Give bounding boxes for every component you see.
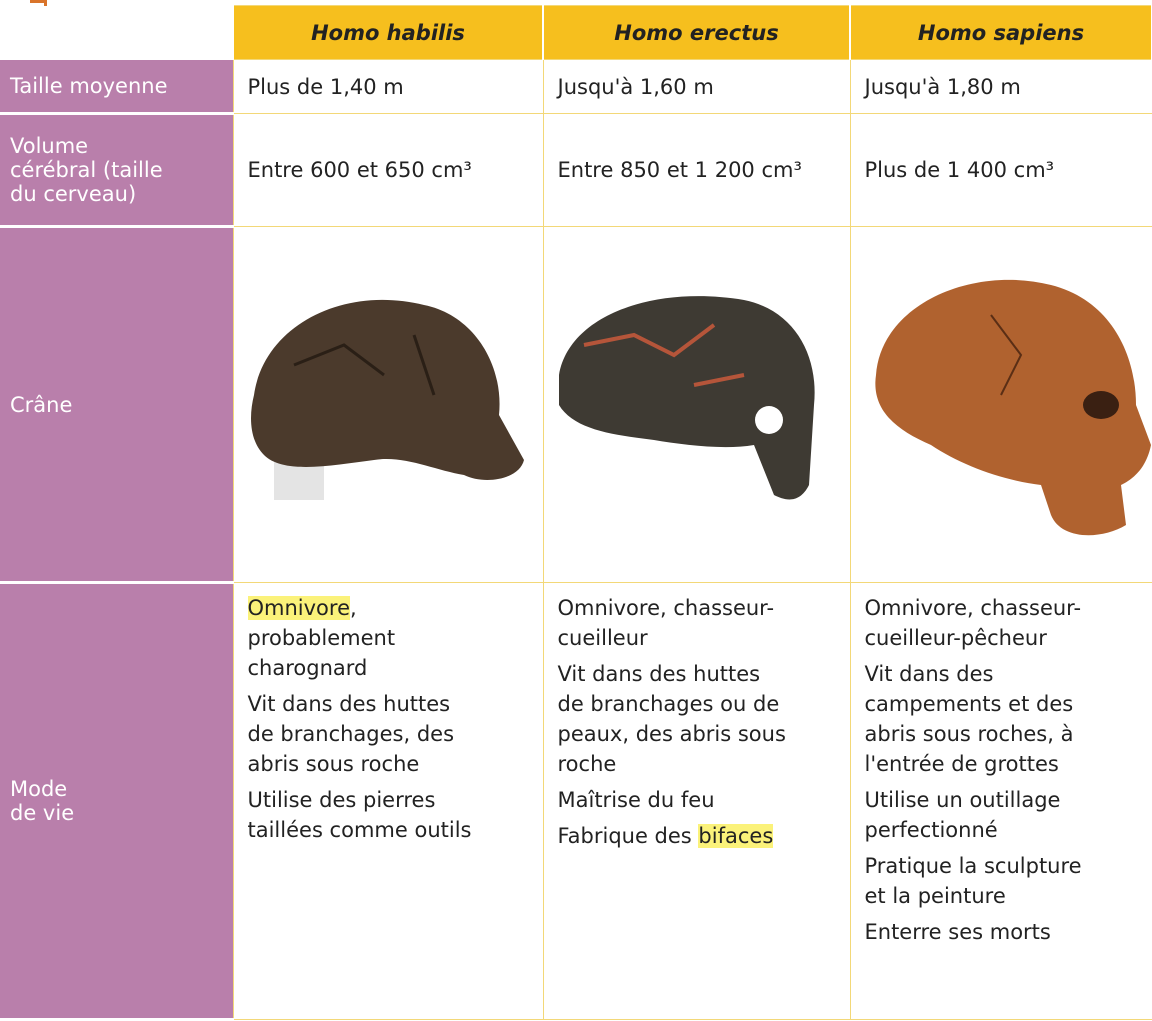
eye-socket: [1082, 391, 1119, 419]
paragraph: Fabrique des bifaces: [558, 821, 850, 851]
paragraph: Omnivore, chasseur- cueilleur: [558, 593, 850, 653]
paragraph: Utilise des pierres taillées comme outil…: [248, 785, 543, 845]
text: Utilise des pierres taillées comme outil…: [247, 788, 472, 842]
corner: [0, 5, 233, 60]
header-row: Homo habilis Homo erectus Homo sapiens: [0, 5, 1152, 60]
cell: Plus de 1,40 m: [232, 59, 544, 114]
text: Omnivore, chasseur- cueilleur: [557, 596, 775, 650]
text: , probablement charognard: [247, 596, 396, 680]
image-cell: [849, 226, 1152, 583]
row: Crâne: [0, 226, 1152, 584]
paragraph: Vit dans des campements et des abris sou…: [865, 659, 1152, 779]
text: Pratique la sculpture et la peinture: [864, 854, 1082, 908]
cell: Plus de 1 400 cm³: [849, 113, 1152, 227]
cell: Omnivore, chasseur- cueilleur-pêcheur Vit…: [849, 582, 1152, 1020]
eye-socket: [754, 406, 783, 434]
row-label: Crâne: [0, 226, 233, 584]
text: Vit dans des huttes de branchages ou de …: [557, 662, 786, 776]
cell: Entre 850 et 1 200 cm³: [542, 113, 851, 227]
paragraph: Omnivore, probablement charognard: [247, 593, 543, 683]
text: Maîtrise du feu: [557, 788, 715, 812]
paragraph: Pratique la sculpture et la peinture: [865, 851, 1152, 911]
header-cell: Homo erectus: [542, 5, 851, 60]
cell: Jusqu'à 1,80 m: [849, 59, 1152, 114]
skull-image: [250, 299, 524, 500]
cell: Jusqu'à 1,60 m: [542, 59, 851, 114]
row-label: Taille moyenne: [0, 59, 233, 115]
paragraph: Vit dans des huttes de branchages ou de …: [558, 659, 850, 779]
cell: Omnivore, probablement charognard Vit dan…: [232, 582, 544, 1020]
text: Vit dans des campements et des abris sou…: [864, 662, 1074, 776]
decoration: [30, 0, 45, 3]
text: Utilise un outillage perfectionné: [864, 788, 1061, 842]
header-cell: Homo sapiens: [849, 5, 1152, 60]
crack: [583, 323, 744, 387]
row-label: Mode de vie: [0, 582, 233, 1021]
text: Enterre ses morts: [864, 920, 1051, 944]
crack: [292, 334, 435, 396]
text: Vit dans des huttes de branchages, des a…: [247, 692, 455, 776]
image-cell: [232, 226, 544, 583]
paragraph: Omnivore, chasseur- cueilleur-pêcheur: [865, 593, 1152, 653]
suture: [989, 314, 1022, 396]
row: Mode de vie Omnivore, probablement charo…: [0, 582, 1152, 1021]
comparison-table: Homo habilis Homo erectus Homo sapiens T…: [0, 5, 1152, 1021]
paragraph: Enterre ses morts: [865, 917, 1152, 947]
skull-image: [558, 296, 815, 500]
row-label: Volume cérébral (taille du cerveau): [0, 113, 233, 228]
highlighted-text: bifaces: [698, 824, 774, 848]
skull: [874, 279, 1151, 536]
header-cell: Homo habilis: [232, 5, 544, 60]
skull: [250, 299, 524, 480]
skull: [558, 296, 815, 500]
row: Taille moyenne Plus de 1,40 m Jusqu'à 1,…: [0, 59, 1152, 115]
skull-image: [874, 279, 1151, 536]
paragraph: Maîtrise du feu: [558, 785, 850, 815]
paragraph: Vit dans des huttes de branchages, des a…: [248, 689, 543, 779]
cell: Omnivore, chasseur- cueilleur Vit dans de…: [542, 582, 851, 1020]
cell: Entre 600 et 650 cm³: [232, 113, 544, 227]
text: Omnivore, chasseur- cueilleur-pêcheur: [864, 596, 1082, 650]
image-cell: [542, 226, 851, 583]
text: Fabrique des: [557, 824, 699, 848]
highlighted-text: Omnivore: [247, 596, 350, 620]
row: Volume cérébral (taille du cerveau) Entr…: [0, 113, 1152, 228]
paragraph: Utilise un outillage perfectionné: [865, 785, 1152, 845]
